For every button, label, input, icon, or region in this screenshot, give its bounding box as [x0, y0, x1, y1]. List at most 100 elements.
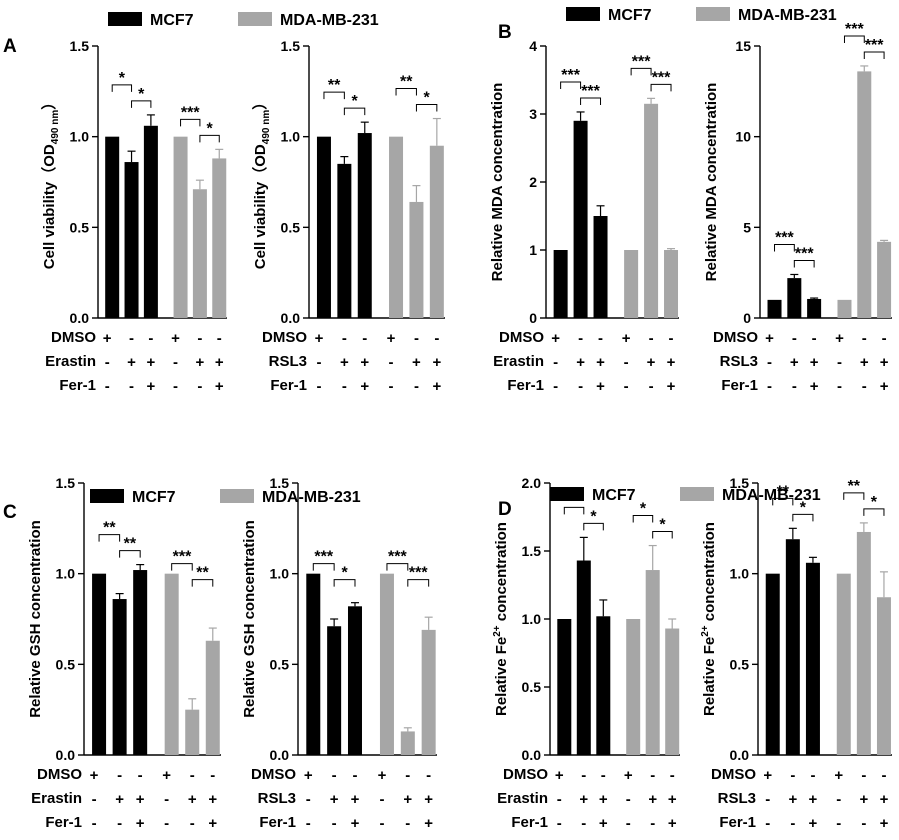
bar-mcf7-2: [327, 626, 342, 755]
treatment-mark: -: [792, 378, 797, 395]
significance-bracket: [772, 497, 794, 506]
bar-mda-1: [837, 299, 852, 318]
panel-letter: C: [3, 502, 17, 523]
significance-bracket: [407, 579, 430, 587]
y-axis-label-end: ）: [251, 95, 269, 110]
treatment-mark: +: [215, 378, 224, 395]
bar-mcf7-1: [316, 136, 331, 318]
treatment-label-dmso: DMSO: [51, 329, 96, 346]
treatment-mark: -: [164, 791, 169, 808]
treatment-mark: +: [330, 791, 339, 808]
treatment-mark: -: [405, 767, 410, 784]
y-axis-label: Relative Fe2+ concentration: [700, 522, 718, 716]
treatment-mark: +: [432, 378, 441, 395]
chart-panel-d-left: D MCF7 MDA-MB-231 0.0 0.5 1.0 1.5 2.0 Relative F…: [492, 475, 821, 832]
bar-mcf7-3: [133, 570, 148, 755]
significance-label: ***: [173, 549, 192, 566]
significance-bracket: [630, 67, 652, 76]
treatment-label-fer-1: Fer-1: [511, 814, 548, 831]
y-axis-label: Relative GSH concentration: [241, 520, 258, 718]
treatment-mark: -: [670, 767, 675, 784]
significance-label: ***: [561, 67, 580, 84]
y-tick-label: 1.5: [522, 543, 542, 559]
significance-bracket: [843, 492, 865, 500]
significance-label: *: [424, 90, 431, 107]
significance-bracket: [180, 118, 201, 127]
y-tick-label: 3: [529, 106, 537, 122]
treatment-mark: -: [217, 330, 222, 347]
bar-mda-3: [665, 628, 680, 755]
treatment-mark: +: [880, 815, 889, 832]
treatment-label-dmso: DMSO: [37, 766, 82, 783]
treatment-mark: +: [551, 330, 560, 347]
significance-bracket: [386, 563, 409, 571]
bar-mcf7-1: [557, 619, 572, 755]
panel-letter: B: [498, 22, 512, 43]
bar-mcf7-3: [143, 125, 158, 318]
significance-label: **: [848, 478, 861, 495]
treatment-mark: +: [351, 815, 360, 832]
significance-bracket: [650, 83, 672, 92]
treatment-mark: -: [190, 767, 195, 784]
treatment-label-fer-1: Fer-1: [721, 377, 758, 394]
significance-label: *: [640, 501, 647, 518]
treatment-mark: +: [668, 815, 677, 832]
treatment-mark: -: [601, 767, 606, 784]
treatment-mark: +: [624, 767, 633, 784]
treatment-mark: +: [810, 354, 819, 371]
bar-mcf7-3: [807, 298, 822, 318]
y-axis-label: Cell viability（OD490 nm）: [251, 95, 272, 270]
treatment-mark: -: [190, 815, 195, 832]
significance-label: ***: [409, 565, 428, 582]
significance-bracket: [119, 550, 141, 558]
treatment-mark: -: [650, 815, 655, 832]
treatment-mark: +: [596, 354, 605, 371]
bar-mda-2: [400, 731, 415, 755]
treatment-label-dmso: DMSO: [711, 766, 756, 783]
treatment-label-fer-1: Fer-1: [270, 377, 307, 394]
treatment-mark: +: [424, 815, 433, 832]
y-tick-label: 1.0: [70, 129, 90, 145]
significance-bracket: [632, 515, 654, 523]
treatment-mark: +: [880, 354, 889, 371]
treatment-mark: -: [352, 767, 357, 784]
significance-bracket: [580, 97, 602, 105]
treatment-mark: +: [599, 815, 608, 832]
y-axis-label: Relative Fe2+ concentration: [492, 522, 510, 716]
y-axis-label-superscript: 2+: [700, 625, 711, 637]
bar-mcf7-1: [105, 136, 120, 318]
bar-mcf7-1: [767, 299, 782, 318]
significance-bracket: [863, 508, 885, 516]
chart-panel-a-left: A MCF7 MDA-MB-231 0.0 0.5 1.0 1.5 Cell viabilit…: [3, 12, 379, 395]
significance-bracket: [343, 107, 366, 116]
y-tick-label: 1.0: [270, 566, 290, 582]
treatment-label-fer-1: Fer-1: [719, 814, 756, 831]
significance-bracket: [863, 51, 885, 59]
significance-label: ***: [388, 549, 407, 566]
treatment-mark: +: [648, 791, 657, 808]
bar-mcf7-1: [92, 573, 107, 755]
legend-label-mcf7: MCF7: [150, 12, 194, 29]
treatment-mark: +: [432, 354, 441, 371]
treatment-mark: +: [340, 354, 349, 371]
treatment-mark: -: [342, 330, 347, 347]
significance-label: **: [103, 520, 116, 537]
significance-label: **: [196, 565, 209, 582]
treatment-mark: -: [306, 815, 311, 832]
y-axis-label-main: Relative GSH concentration: [27, 520, 44, 718]
treatment-mark: -: [414, 378, 419, 395]
significance-bracket: [199, 134, 220, 143]
bar-mda-2: [192, 189, 207, 318]
significance-bracket: [652, 531, 673, 539]
treatment-mark: +: [162, 767, 171, 784]
y-axis-label-main: Relative Fe: [493, 637, 510, 716]
y-axis-label: Relative MDA concentration: [489, 83, 506, 282]
treatment-mark: +: [596, 378, 605, 395]
treatment-mark: +: [763, 767, 772, 784]
bar-mcf7-2: [573, 120, 588, 318]
y-axis-label-main: Relative MDA concentration: [489, 83, 506, 282]
significance-label: **: [400, 74, 413, 91]
y-axis-label-end: concentration: [701, 522, 718, 625]
treatment-mark: +: [809, 791, 818, 808]
